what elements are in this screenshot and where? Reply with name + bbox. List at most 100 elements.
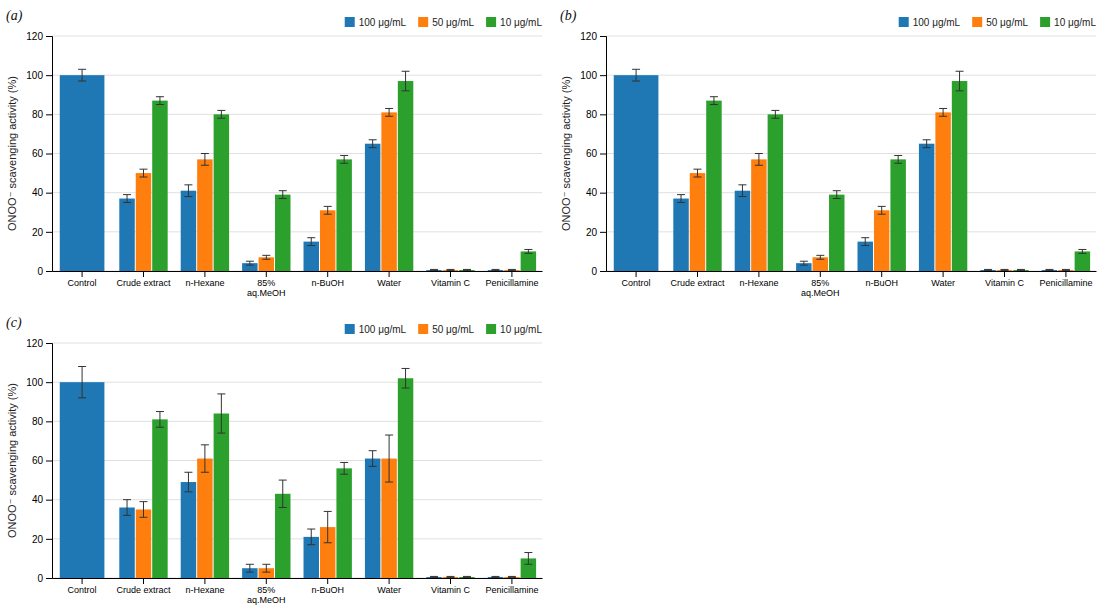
error-cap (693, 169, 701, 170)
error-line (82, 367, 83, 398)
tick-mark (46, 500, 52, 501)
grid-line (606, 75, 1096, 76)
error-cap (1078, 249, 1086, 250)
tick-label: 40 (32, 494, 44, 505)
tick-mark (943, 271, 944, 277)
tick-label: 40 (586, 187, 598, 198)
error-bar (402, 368, 410, 388)
error-bar (491, 576, 499, 577)
error-cap (279, 480, 287, 481)
tick-label: 40 (32, 187, 44, 198)
tick-mark (511, 578, 512, 584)
error-cap (677, 194, 685, 195)
error-bar (524, 553, 532, 565)
error-line (943, 108, 944, 116)
legend-label: 100 μg/mL (913, 17, 961, 28)
tick-label-line: Crude extract (116, 585, 171, 595)
error-cap (139, 177, 147, 178)
legend-swatch (486, 324, 496, 334)
error-line (159, 412, 160, 428)
tick-mark (46, 382, 52, 383)
error-cap (324, 511, 332, 512)
bar (152, 419, 167, 578)
bar (304, 242, 319, 271)
error-cap (307, 544, 315, 545)
tick: n-Hexane (739, 271, 778, 288)
error-line (820, 255, 821, 259)
bar (275, 195, 290, 271)
error-cap (984, 269, 992, 270)
tick-label: n-Hexane (739, 278, 778, 288)
error-bar (369, 140, 377, 148)
tick-label: 85%aq.MeOH (247, 278, 286, 298)
tick-mark (511, 271, 512, 277)
error-bar (800, 261, 808, 265)
error-cap (632, 81, 640, 82)
tick-mark (389, 578, 390, 584)
error-cap (755, 153, 763, 154)
tick-label: 0 (37, 266, 43, 277)
error-cap (123, 499, 131, 500)
legend-item: 100 μg/mL (345, 17, 407, 28)
bar (890, 159, 905, 271)
error-cap (491, 577, 499, 578)
legend-item: 10 μg/mL (486, 324, 542, 335)
tick: 85%aq.MeOH (247, 578, 286, 605)
error-line (959, 71, 960, 91)
error-cap (677, 202, 685, 203)
error-cap (1062, 270, 1070, 271)
panel: 020406080100120ControlCrude extractn-Hex… (6, 315, 543, 605)
grid-line (606, 192, 1096, 193)
error-line (159, 97, 160, 105)
error-bar (861, 238, 869, 246)
bar (504, 270, 519, 271)
error-bar (939, 108, 947, 116)
bar (214, 114, 229, 271)
bar (1075, 251, 1090, 271)
error-cap (369, 450, 377, 451)
tick-label-line: 85% (257, 585, 275, 595)
grid-line (52, 421, 542, 422)
x-axis: ControlCrude extractn-Hexane85%aq.MeOHn-… (607, 271, 1097, 298)
error-cap (833, 190, 841, 191)
error-line (327, 511, 328, 542)
error-cap (184, 196, 192, 197)
tick-label-line: Vitamin C (431, 278, 470, 288)
error-bar (201, 445, 209, 472)
x-axis: ControlCrude extractn-Hexane85%aq.MeOHn-… (53, 271, 543, 298)
error-bar (984, 269, 992, 270)
error-cap (800, 265, 808, 266)
error-bar (201, 154, 209, 166)
tick-label-line: Vitamin C (431, 585, 470, 595)
bar (119, 199, 134, 271)
tick: Vitamin C (431, 271, 470, 288)
error-cap (262, 572, 270, 573)
legend-item: 50 μg/mL (418, 17, 474, 28)
tick-label: 120 (580, 31, 597, 42)
tick-label: 20 (32, 534, 44, 545)
error-bar (894, 155, 902, 163)
axis-line (53, 271, 543, 272)
tick: 80 (586, 109, 606, 120)
tick-label: 80 (32, 109, 44, 120)
bars (614, 69, 1090, 271)
legend-label: 50 μg/mL (432, 324, 474, 335)
grid-line (52, 382, 542, 383)
tick-label-line: Control (68, 278, 97, 288)
tick-label-line: Crude extract (116, 278, 171, 288)
error-bar (340, 155, 348, 163)
tick-mark (46, 154, 52, 155)
error-bar (217, 110, 225, 118)
tick-label-line: Penicillamine (1039, 278, 1092, 288)
grid (606, 36, 1096, 271)
bar (152, 101, 167, 271)
error-cap (447, 576, 455, 577)
bar (952, 81, 967, 271)
error-bar (369, 451, 377, 467)
error-cap (524, 253, 532, 254)
tick-label: 80 (586, 109, 598, 120)
error-cap (246, 265, 254, 266)
error-cap (385, 435, 393, 436)
error-line (405, 71, 406, 91)
y-axis: 020406080100120 (580, 31, 606, 277)
